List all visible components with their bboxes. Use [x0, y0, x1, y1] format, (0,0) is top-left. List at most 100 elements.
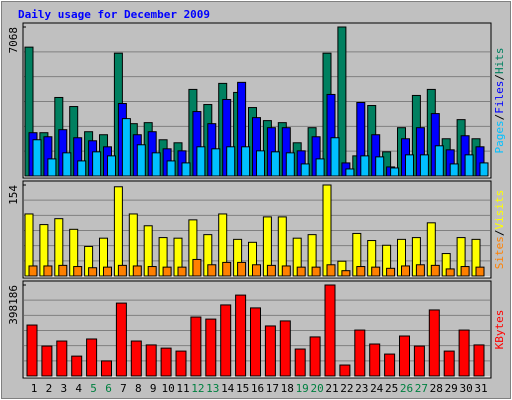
bar [419, 154, 429, 177]
bar [300, 163, 310, 177]
bar [190, 316, 202, 377]
x-tick-label: 7 [120, 382, 127, 395]
bar [464, 154, 474, 177]
x-tick-label: 14 [221, 382, 235, 395]
bar [220, 304, 232, 377]
bar [285, 152, 295, 177]
x-tick-label: 15 [236, 382, 249, 395]
bar [324, 284, 336, 377]
bar [309, 336, 321, 377]
bar [181, 162, 191, 177]
bar [113, 186, 123, 277]
x-tick-label: 31 [474, 382, 487, 395]
bar [405, 154, 414, 177]
x-tick-label: 26 [400, 382, 413, 395]
x-tick-label: 22 [340, 382, 353, 395]
bar [32, 139, 42, 177]
bar [445, 268, 455, 277]
bar [196, 146, 206, 177]
bar [475, 266, 485, 277]
bar [177, 266, 187, 277]
bar [43, 265, 53, 277]
bar [211, 148, 221, 177]
bar [413, 345, 425, 377]
legend-entry: Visits [493, 190, 506, 230]
x-tick-label: 16 [251, 382, 264, 395]
bar [117, 264, 127, 277]
bar [458, 329, 470, 377]
legend-separator: / [493, 74, 506, 81]
x-tick-label: 12 [191, 382, 204, 395]
bar [162, 266, 172, 277]
bar [339, 364, 351, 377]
y-tick-label: 7068 [7, 27, 20, 54]
bar [147, 266, 157, 277]
x-tick-label: 20 [310, 382, 323, 395]
x-tick-label: 3 [60, 382, 67, 395]
bar [360, 155, 370, 177]
bar [121, 118, 131, 177]
bar [281, 265, 291, 277]
bar [279, 320, 291, 377]
bar [160, 347, 172, 377]
bar [86, 338, 98, 377]
legend: Pages/Files/Hits [493, 48, 506, 154]
bar [311, 266, 321, 277]
bar [235, 294, 247, 377]
bar [386, 267, 396, 277]
bar [250, 307, 261, 377]
bar [47, 158, 57, 177]
x-tick-label: 27 [415, 382, 428, 395]
bar [256, 150, 265, 177]
bar [62, 152, 72, 177]
bar [473, 344, 485, 377]
bar [132, 265, 142, 277]
bar [341, 270, 351, 277]
bar [115, 302, 127, 377]
bar [205, 318, 217, 377]
bar [430, 264, 440, 277]
bar [192, 258, 202, 277]
x-tick-label: 1 [31, 382, 38, 395]
bar [401, 265, 410, 277]
legend-entry: Hits [493, 48, 506, 75]
x-tick-label: 24 [370, 382, 384, 395]
bar [326, 264, 336, 277]
bar [371, 266, 381, 277]
x-tick-label: 8 [135, 382, 142, 395]
bar [399, 335, 410, 377]
x-tick-label: 4 [75, 382, 82, 395]
chart-title: Daily usage for December 2009 [18, 8, 210, 21]
legend-separator: / [493, 230, 506, 237]
bar [356, 266, 366, 277]
bar [294, 348, 306, 377]
bar [369, 343, 381, 377]
bar [354, 329, 366, 377]
bar [92, 151, 102, 177]
legend-entry: Sites [493, 236, 506, 269]
bar [71, 355, 83, 377]
x-tick-label: 21 [325, 382, 338, 395]
bar [28, 265, 38, 277]
bar [130, 340, 142, 377]
x-tick-label: 6 [105, 382, 112, 395]
bar [330, 137, 340, 177]
bar [151, 152, 161, 177]
bar [384, 353, 396, 377]
bar [443, 350, 455, 377]
x-tick-label: 19 [296, 382, 309, 395]
bar [41, 345, 53, 377]
bar [460, 266, 470, 277]
x-tick-label: 29 [445, 382, 458, 395]
x-tick-label: 13 [206, 382, 219, 395]
x-tick-label: 5 [90, 382, 97, 395]
x-tick-label: 17 [266, 382, 279, 395]
x-tick-label: 9 [150, 382, 157, 395]
bar [145, 344, 157, 377]
bar [175, 350, 187, 377]
bar [315, 158, 325, 177]
x-tick-label: 2 [46, 382, 53, 395]
legend: Sites/Visits [493, 190, 506, 270]
